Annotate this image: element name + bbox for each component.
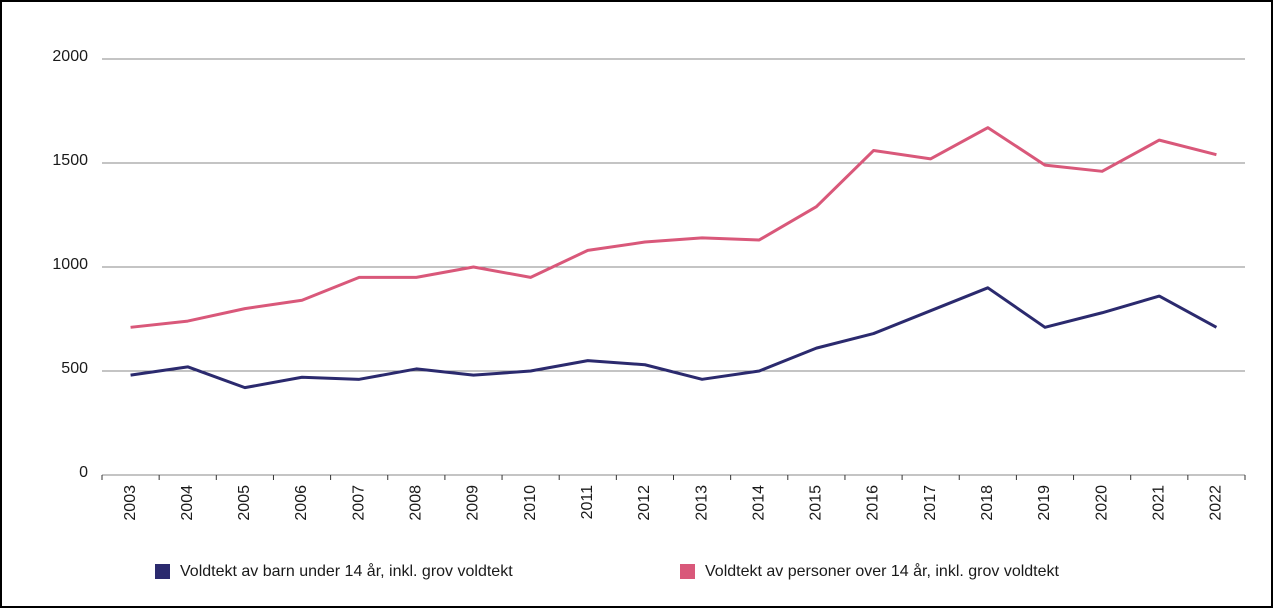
x-tick-label: 2007	[350, 485, 367, 521]
x-tick-label: 2019	[1036, 485, 1053, 521]
y-tick-label: 2000	[52, 48, 88, 65]
x-tick-label: 2017	[922, 485, 939, 521]
x-tick-label: 2014	[750, 485, 767, 521]
y-tick-label: 1500	[52, 152, 88, 169]
x-tick-label: 2021	[1150, 485, 1167, 521]
x-tick-label: 2004	[179, 485, 196, 521]
x-tick-label: 2016	[865, 485, 882, 521]
x-tick-label: 2008	[408, 485, 425, 521]
legend-swatch	[155, 564, 170, 579]
legend-label: Voldtekt av personer over 14 år, inkl. g…	[705, 562, 1060, 580]
legend-label: Voldtekt av barn under 14 år, inkl. grov…	[180, 562, 513, 580]
x-tick-label: 2020	[1093, 485, 1110, 521]
x-tick-label: 2013	[693, 485, 710, 521]
x-tick-label: 2022	[1208, 485, 1225, 521]
legend-swatch	[680, 564, 695, 579]
x-tick-label: 2009	[465, 485, 482, 521]
x-tick-label: 2005	[236, 485, 253, 521]
line-series	[130, 126, 1217, 329]
x-tick-label: 2010	[522, 485, 539, 521]
x-tick-label: 2018	[979, 485, 996, 521]
x-tick-label: 2003	[122, 485, 139, 521]
line-series	[130, 286, 1218, 390]
y-tick-label: 500	[61, 360, 88, 377]
x-tick-label: 2011	[579, 485, 596, 520]
x-tick-label: 2006	[293, 485, 310, 521]
x-tick-label: 2015	[808, 485, 825, 521]
y-tick-label: 0	[79, 464, 88, 481]
x-tick-label: 2012	[636, 485, 653, 521]
y-tick-label: 1000	[52, 256, 88, 273]
